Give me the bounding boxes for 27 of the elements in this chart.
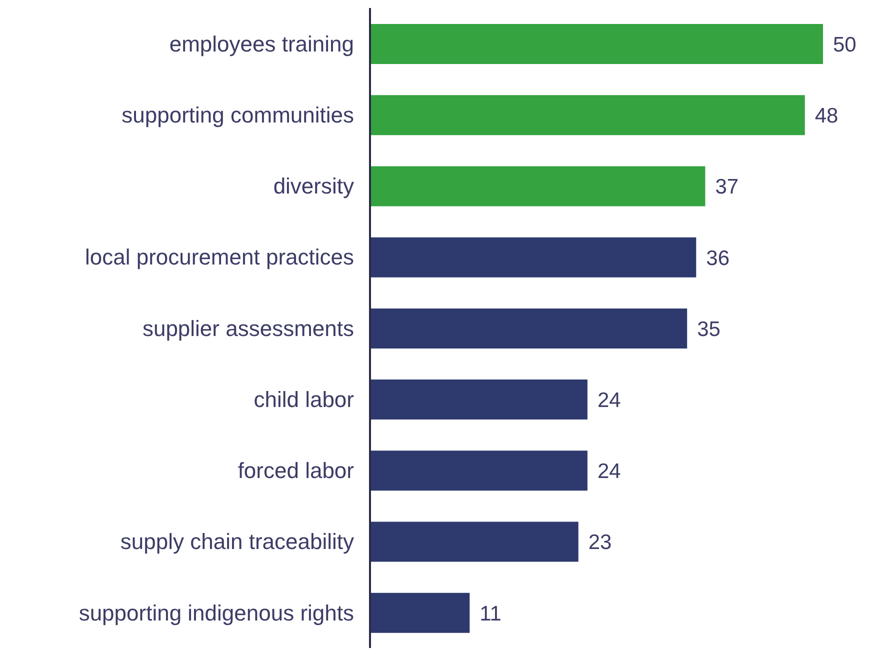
data-label: 35 [697, 318, 720, 341]
bar [370, 450, 588, 491]
bar [370, 592, 470, 633]
bar [370, 522, 578, 562]
data-label: 11 [480, 602, 502, 626]
data-label: 37 [715, 176, 739, 199]
y-tick-label: supporting communities [122, 102, 354, 128]
bar [370, 166, 706, 206]
bar [370, 380, 588, 420]
data-label: 48 [814, 104, 838, 128]
y-tick-label: supply chain traceability [120, 529, 354, 554]
y-tick-label: supporting indigenous rights [78, 600, 354, 626]
data-label: 36 [706, 246, 730, 270]
data-label: 23 [588, 531, 612, 554]
data-label: 24 [597, 389, 622, 412]
bar [370, 95, 805, 136]
bar [370, 237, 696, 278]
bar [370, 24, 823, 64]
bar [370, 308, 688, 348]
y-tick-label: forced labor [238, 458, 354, 484]
data-label: 50 [833, 33, 856, 56]
y-tick-label: supplier assessments [142, 316, 354, 341]
y-tick-label: child labor [254, 386, 354, 412]
y-tick-label: local procurement practices [84, 244, 354, 270]
data-label: 24 [597, 460, 622, 484]
y-tick-label: diversity [273, 174, 354, 199]
y-tick-label: employees training [169, 31, 354, 56]
